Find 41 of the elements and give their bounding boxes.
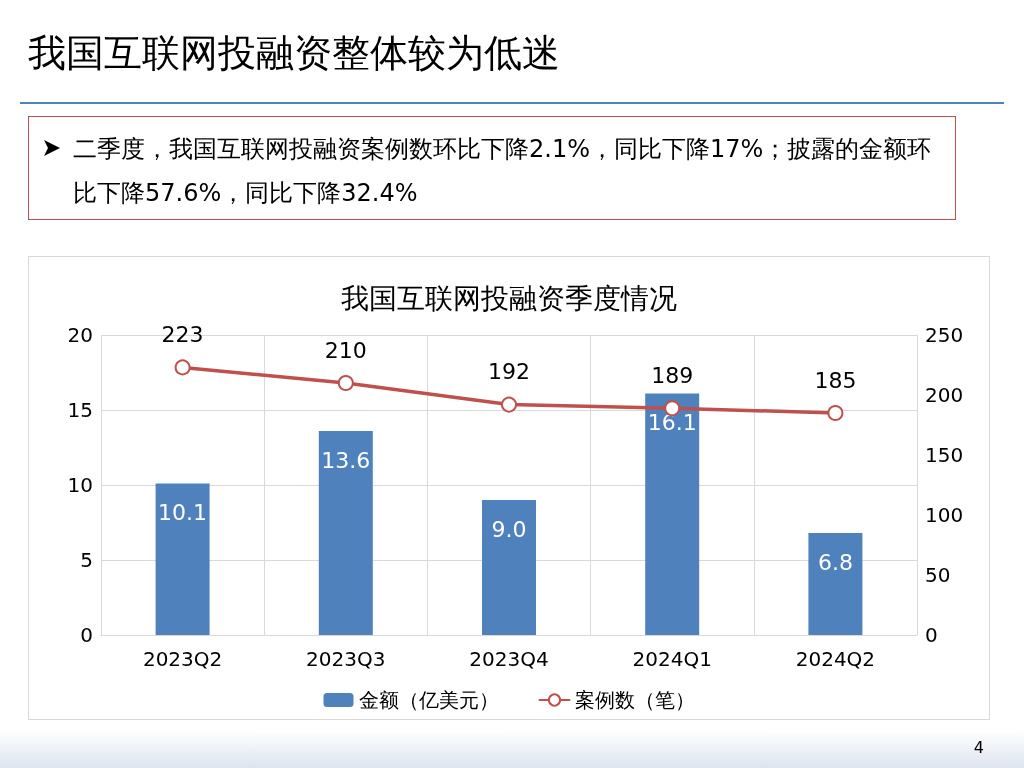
bar [482, 500, 536, 635]
bar [645, 393, 700, 635]
y2-tick-label: 250 [925, 323, 964, 347]
data-label: 16.1 [647, 410, 697, 435]
text: 二季度，我国互联网投融资案例数环比下降2.1%，同比下降17%；披露的金额环比下降57.6%，同比下降32.4% [73, 135, 932, 207]
point [827, 405, 844, 421]
text: 4 [973, 738, 984, 757]
y2-tick-label: 150 [925, 443, 964, 467]
data-label: 210 [324, 337, 367, 363]
bar [318, 431, 373, 635]
legend-label: 金额（亿美元） [358, 688, 499, 712]
data-label: 192 [488, 359, 530, 385]
x-tick-label: 2023Q3 [306, 647, 386, 671]
chart-title: 我国互联网投融资季度情况 [341, 281, 677, 315]
data-label: 189 [651, 362, 694, 388]
x-tick-label: 2023Q2 [142, 647, 223, 671]
y-tick-label: 5 [80, 548, 93, 572]
x-tick-label: 2023Q4 [469, 647, 549, 671]
point [337, 375, 354, 391]
x-tick-label: 2024Q1 [632, 647, 712, 671]
data-label: 6.8 [817, 549, 853, 575]
y-tick-label: 0 [80, 623, 93, 647]
y-tick-label: 10 [67, 473, 93, 497]
data-label: 185 [814, 367, 857, 393]
y-tick-label: 20 [67, 323, 93, 347]
data-label: 223 [161, 321, 204, 347]
text: 我国互联网投融资整体较为低迷 [28, 30, 560, 77]
y2-tick-label: 50 [925, 563, 951, 587]
bar [155, 483, 210, 635]
y2-tick-label: 100 [925, 503, 964, 527]
y-tick-label: 15 [67, 398, 93, 422]
data-label: 9.0 [491, 516, 527, 542]
legend-label: 案例数（笔） [574, 688, 695, 712]
point [174, 359, 191, 376]
data-label: 13.6 [321, 447, 371, 473]
bar [808, 533, 863, 635]
y2-tick-label: 200 [925, 383, 964, 407]
y2-tick-label: 0 [925, 623, 938, 647]
data-label: 10.1 [158, 500, 208, 525]
x-tick-label: 2024Q2 [795, 647, 876, 671]
point [501, 396, 517, 413]
